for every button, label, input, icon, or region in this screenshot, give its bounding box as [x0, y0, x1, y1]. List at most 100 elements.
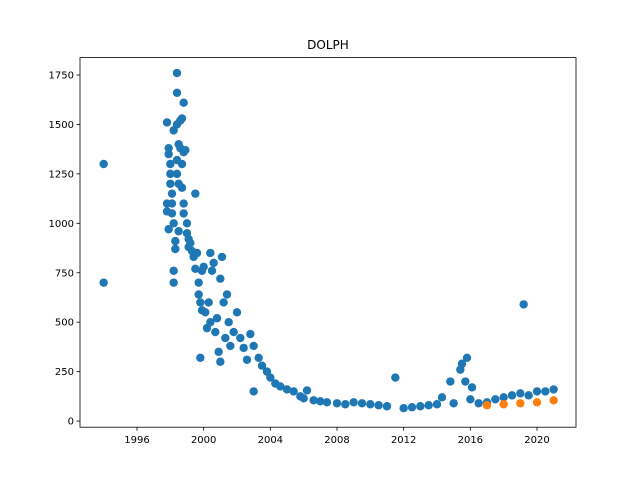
y-tick-label: 0	[68, 417, 74, 428]
point	[164, 225, 173, 234]
point	[246, 329, 255, 339]
point	[322, 398, 332, 407]
point	[166, 179, 175, 188]
chart-title: DOLPH	[307, 38, 349, 52]
point	[186, 238, 195, 248]
y-tick-label: 500	[55, 318, 74, 329]
point	[172, 88, 182, 98]
point	[224, 317, 233, 327]
point	[516, 399, 525, 408]
point	[302, 386, 312, 395]
point	[216, 357, 225, 366]
point	[167, 189, 177, 198]
x-tick-label: 2004	[258, 435, 283, 446]
point	[196, 298, 205, 307]
point	[461, 377, 470, 386]
point	[194, 290, 203, 299]
point	[516, 389, 525, 398]
x-tick-label: 2020	[524, 435, 549, 446]
point	[467, 383, 477, 392]
y-tick-label: 1250	[49, 169, 74, 180]
y-tick-label: 750	[55, 268, 74, 279]
point	[217, 252, 227, 262]
point	[207, 266, 217, 275]
point	[181, 145, 190, 155]
point	[232, 308, 242, 317]
point	[177, 159, 187, 169]
point	[474, 399, 483, 408]
point	[164, 149, 173, 159]
point	[424, 401, 433, 410]
point	[482, 401, 492, 410]
point	[499, 393, 508, 402]
point	[226, 341, 235, 351]
point	[239, 343, 248, 353]
point	[167, 209, 177, 218]
point	[174, 227, 183, 236]
point	[374, 401, 383, 410]
point	[549, 385, 558, 394]
point	[349, 398, 358, 407]
point	[282, 385, 292, 394]
point	[366, 400, 375, 409]
point	[192, 248, 202, 258]
point	[399, 404, 408, 413]
x-tick-label: 2016	[458, 435, 483, 446]
point	[382, 402, 392, 411]
y-tick-label: 1000	[49, 219, 74, 230]
point	[532, 387, 542, 396]
point	[524, 391, 533, 400]
point	[199, 262, 208, 272]
point	[541, 387, 550, 396]
point	[99, 159, 108, 169]
point	[162, 118, 172, 127]
point	[169, 266, 178, 275]
point	[222, 290, 232, 299]
y-tick-label: 1750	[49, 71, 74, 82]
point	[257, 361, 267, 370]
x-tick-label: 2008	[324, 435, 349, 446]
point	[194, 278, 203, 287]
point	[221, 333, 230, 343]
point	[201, 308, 210, 317]
point	[209, 258, 218, 268]
point	[507, 391, 517, 400]
point	[167, 199, 177, 208]
y-tick-label: 250	[55, 367, 74, 378]
point	[532, 398, 542, 407]
point	[169, 219, 178, 228]
point	[171, 236, 180, 246]
point	[206, 248, 215, 258]
point	[204, 298, 213, 307]
point	[249, 387, 258, 396]
point	[172, 68, 182, 78]
point	[191, 264, 200, 273]
point	[242, 355, 252, 364]
point	[266, 373, 275, 382]
point	[169, 278, 178, 287]
point	[249, 341, 258, 351]
point	[164, 143, 173, 153]
point	[179, 209, 188, 218]
point	[166, 159, 175, 169]
point	[549, 396, 558, 405]
point	[332, 399, 342, 408]
point	[211, 327, 220, 337]
point	[166, 169, 175, 179]
point	[499, 400, 508, 409]
point	[236, 333, 245, 343]
point	[214, 347, 223, 357]
point	[196, 353, 205, 362]
point	[177, 183, 187, 192]
plot-frame	[79, 57, 577, 428]
point	[216, 274, 225, 283]
point	[432, 400, 442, 409]
point	[172, 169, 182, 179]
point	[407, 403, 417, 412]
point	[229, 327, 238, 337]
y-tick-label: 1500	[49, 120, 74, 131]
point	[357, 399, 367, 408]
point	[179, 199, 188, 208]
point	[449, 399, 458, 408]
